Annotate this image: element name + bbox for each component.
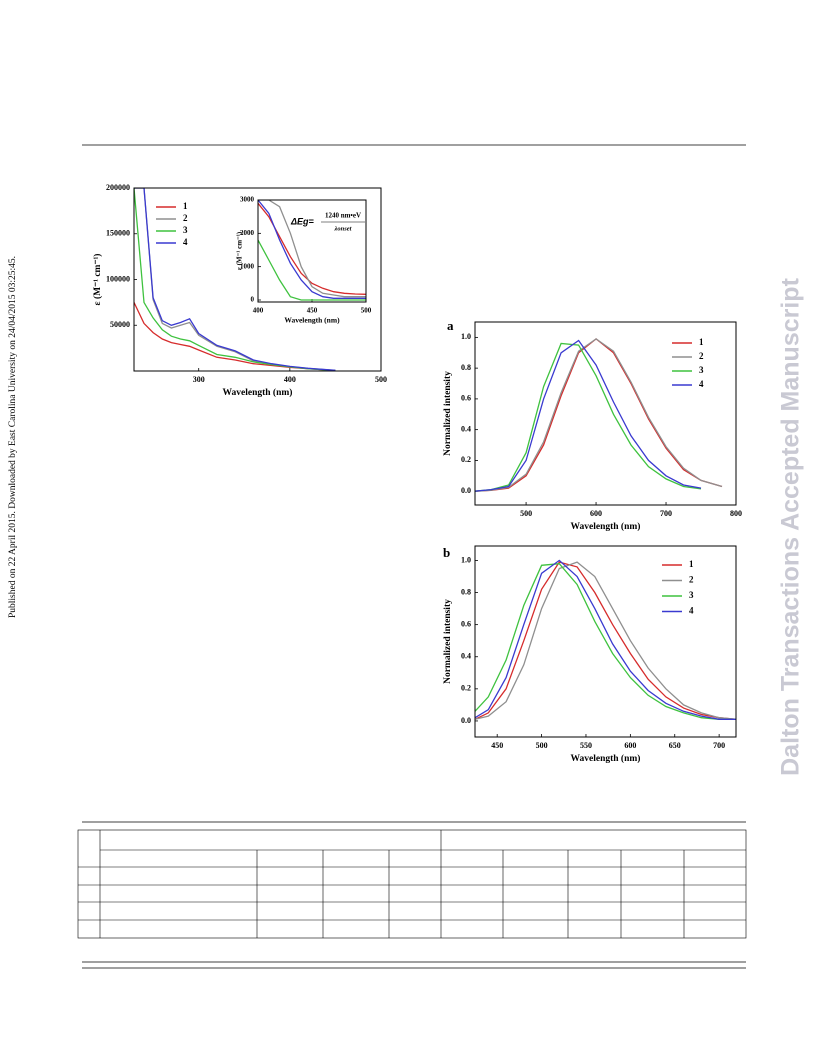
x-tick-label: 500 (520, 509, 532, 518)
y-tick-label: 0.6 (461, 619, 471, 628)
plot-frame (474, 545, 737, 738)
y-tick-label: 0.4 (461, 424, 471, 433)
y-tick-label: 50000 (110, 320, 130, 329)
y-axis-label: Normalized intensity (443, 599, 453, 684)
y-tick-label: 3000 (240, 196, 255, 204)
x-tick-label: 800 (730, 509, 742, 518)
y-axis-label: ε (M⁻¹ cm⁻¹) (236, 231, 244, 270)
chart: 500 600 700 800 0.0 0.2 0.4 0.6 0.8 1.0 Wavelength… (443, 318, 742, 532)
plot-frame (133, 187, 382, 372)
formula-numerator: 1240 nm•eV (325, 212, 361, 220)
y-tick-label: 0.6 (461, 394, 471, 403)
y-tick-label: 2000 (240, 229, 255, 237)
chart: 300 400 500 50000 100000 150000 200000 Waveleng… (92, 183, 387, 398)
y-axis-label: Normalized intensity (443, 371, 453, 456)
chart: 450 500 550 600 650 700 0.0 0.2 0.4 0.6 0.8 1.0 Wave… (443, 545, 737, 764)
x-tick-label: 450 (307, 307, 318, 315)
plot-frame (257, 199, 367, 303)
series-line (475, 561, 736, 720)
x-tick-label: 700 (713, 741, 725, 750)
y-tick-label: 0.8 (461, 363, 471, 372)
y-tick-label: 1.0 (461, 555, 471, 564)
series-line (475, 342, 702, 492)
x-tick-label: 400 (253, 307, 264, 315)
legend-label: 2 (699, 351, 704, 361)
y-axis-label: ε (M⁻¹ cm⁻¹) (92, 254, 103, 306)
x-tick-label: 600 (624, 741, 636, 750)
legend-label: 4 (689, 606, 694, 616)
legend-label: 1 (699, 337, 704, 347)
series-line (475, 561, 736, 720)
plot-frame (474, 321, 737, 506)
x-tick-label: 500 (536, 741, 548, 750)
y-tick-label: 0.2 (461, 684, 471, 693)
table-grid (77, 829, 747, 939)
x-tick-label: 500 (375, 375, 387, 384)
table-border (77, 829, 747, 939)
panel-label: a (447, 318, 454, 333)
x-tick-label: 700 (660, 509, 672, 518)
x-tick-label: 650 (669, 741, 681, 750)
margin-note: Published on 22 April 2015. Downloaded b… (8, 256, 18, 618)
y-tick-label: 0.0 (461, 716, 471, 725)
page-rules (82, 144, 746, 969)
legend-label: 3 (689, 590, 694, 600)
series-line (134, 188, 336, 371)
series-line (258, 200, 366, 298)
series-line (475, 338, 723, 492)
legend-label: 4 (699, 379, 704, 389)
y-tick-label: 200000 (106, 183, 130, 192)
y-tick-label: 0.0 (461, 486, 471, 495)
x-tick-label: 300 (193, 375, 205, 384)
legend-label: 1 (689, 559, 694, 569)
y-tick-label: 1.0 (461, 332, 471, 341)
formula-lhs: ΔEg= (290, 216, 315, 226)
legend-label: 4 (183, 237, 188, 247)
x-tick-label: 600 (590, 509, 602, 518)
panel-label: b (443, 545, 450, 560)
x-tick-label: 450 (491, 741, 503, 750)
formula-denominator: λonset (334, 225, 352, 232)
x-axis-label: Wavelength (nm) (571, 521, 641, 532)
legend-label: 2 (183, 213, 188, 223)
x-tick-label: 550 (580, 741, 592, 750)
series-line (475, 339, 702, 492)
y-tick-label: 1000 (240, 262, 255, 270)
inset-background (224, 190, 378, 328)
y-tick-label: 0.4 (461, 652, 471, 661)
legend-label: 3 (699, 365, 704, 375)
y-tick-label: 0 (251, 296, 255, 304)
x-axis-label: Wavelength (nm) (284, 316, 340, 325)
series-line (475, 559, 736, 720)
legend-label: 2 (689, 575, 694, 585)
x-tick-label: 400 (284, 375, 296, 384)
series-line (475, 563, 736, 720)
series-line (258, 200, 366, 299)
x-tick-label: 500 (361, 307, 372, 315)
y-tick-label: 0.2 (461, 455, 471, 464)
legend-label: 1 (183, 201, 188, 211)
y-tick-label: 0.8 (461, 587, 471, 596)
y-tick-label: 100000 (106, 274, 130, 283)
x-axis-label: Wavelength (nm) (571, 753, 641, 764)
watermark: Dalton Transactions Accepted Manuscript (777, 277, 805, 775)
y-tick-label: 150000 (106, 229, 130, 238)
legend-label: 3 (183, 225, 188, 235)
x-axis-label: Wavelength (nm) (223, 387, 293, 398)
series-line (258, 239, 366, 301)
chart: 400 450 500 0 1000 2000 3000 Wavelength (nm) ε (… (224, 190, 378, 328)
